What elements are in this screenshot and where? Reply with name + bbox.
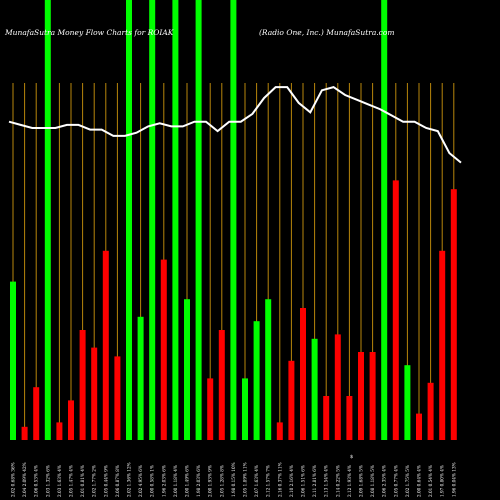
x-tick-label: 2.02 4.95% 6% [138,465,143,497]
x-tick-label: 2.14 0.22% 5% [335,465,340,497]
money-flow-bar [369,352,376,440]
x-tick-label: 2.06 2.35% 4% [382,465,387,497]
money-flow-bar [137,316,144,440]
x-tick-label: 2.08 1.18% 5% [370,465,375,497]
x-tick-label: 2.16 0.37% 11% [277,462,282,497]
money-flow-bar [323,396,330,440]
money-flow-bar [253,321,260,440]
money-flow-bar [68,400,74,440]
money-flow-bar [160,259,167,440]
x-tick-label: 2.06 1.51% 6% [301,465,306,497]
x-tick-label: 2.00 0.58% 1% [150,465,155,497]
x-tick-label: 2.11 2.81% 6% [312,465,317,497]
x-tick-label: 2.06 0.53% 4% [34,465,39,497]
x-tick-label: 2.05 0.77% 4% [393,465,398,497]
money-flow-bar [450,189,457,440]
money-flow-bar [416,413,422,440]
money-flow-bar [79,330,86,440]
x-tick-label: 2.05 0.44% 9% [103,465,108,497]
x-axis-tick-labels: 2.02 0.68% 36% 2.04 2.09% 42% 2.06 0.53% 4… [11,462,457,497]
x-tick-label: 2.12 1.93% 4% [347,465,352,497]
x-tick-label: 2.01 0.81% 4% [80,465,85,497]
x-tick-label: 2.04 2.09% 42% [22,462,27,497]
money-flow-bar [439,250,446,440]
money-flow-bar [230,0,237,440]
money-flow-bar [311,338,318,440]
x-tick-label: 1.98 2.03% 6% [196,465,201,497]
money-flow-bar [91,347,98,440]
money-flow-bar [265,299,272,440]
x-tick-label: 2.06 0.87% 8% [115,465,120,497]
money-flow-bar [300,308,306,440]
money-flow-bar [126,0,132,440]
x-tick-label: 2.10 2.16% 4% [289,465,294,497]
money-flow-bar [218,330,225,440]
money-flow-bar [10,281,16,440]
x-tick-label: 1.96 2.03% 6% [161,465,166,497]
x-tick-label: 2.07 1.63% 4% [254,465,259,497]
money-flow-bar [44,0,51,440]
x-tick-label: 2.01 0.54% 4% [428,465,433,497]
money-flow-bar [184,299,190,440]
x-tick-label: 1.97 0.80% 4% [440,465,445,497]
x-tick-label: 2.05 1.28% 8% [219,465,224,497]
x-tick-label: 2.05 1.89% 11% [243,462,248,497]
money-flow-bar [404,365,411,440]
x-tick-label: 2.02 1.77% 2% [92,465,97,497]
price-line [8,86,462,164]
money-flow-bar [21,426,28,440]
x-tick-label: 2.00 1.18% 4% [173,465,178,497]
money-flow-bars [10,0,457,440]
money-flow-bar [172,0,179,440]
money-flow-bar [33,387,40,440]
money-flow-bar [56,422,63,440]
money-flow-bar [392,180,399,440]
money-flow-bar [242,378,248,440]
x-tick-label: 2.03 1.63% 4% [57,465,62,497]
x-tick-label: 1.98 0.15% 10% [231,462,236,497]
money-flow-bar [149,0,156,440]
money-flow-bar [334,334,341,440]
x-tick-label: 2.02 0.68% 36% [11,462,16,497]
bottom-note: $ [350,454,353,460]
money-flow-bar [346,396,353,440]
chart-title-left: MunafaSutra Money Flow Charts for ROIAK [4,28,174,37]
x-tick-label: 2.02 1.36% 12% [127,462,132,497]
x-tick-label: 2.09 1.68% 5% [359,465,364,497]
money-flow-bar [276,422,283,440]
money-flow-bar [288,360,295,440]
x-tick-label: 2.13 1.54% 4% [324,465,329,497]
money-flow-bar [358,352,364,440]
money-flow-bar [102,250,109,440]
money-flow-bar [114,356,121,440]
money-flow-bar [195,0,202,440]
x-tick-label: 2.03 1.32% 6% [45,465,50,497]
x-tick-label: 2.12 1.57% 7% [266,465,271,497]
x-tick-label: 2.05 1.47% 4% [69,465,74,497]
chart-title-right: (Radio One, Inc.) MunafaSutra.com [259,28,395,37]
x-tick-label: 2.02 1.75% 5% [405,465,410,497]
money-flow-bar [381,0,388,440]
money-flow-bar [207,378,214,440]
x-tick-label: 2.00 1.49% 6% [185,465,190,497]
money-flow-bar [427,382,434,440]
x-tick-label: 1.96 0.04% 13% [451,462,456,497]
x-tick-label: 2.00 1.93% 9% [208,465,213,497]
x-tick-label: 2.00 0.64% 4% [417,465,422,497]
